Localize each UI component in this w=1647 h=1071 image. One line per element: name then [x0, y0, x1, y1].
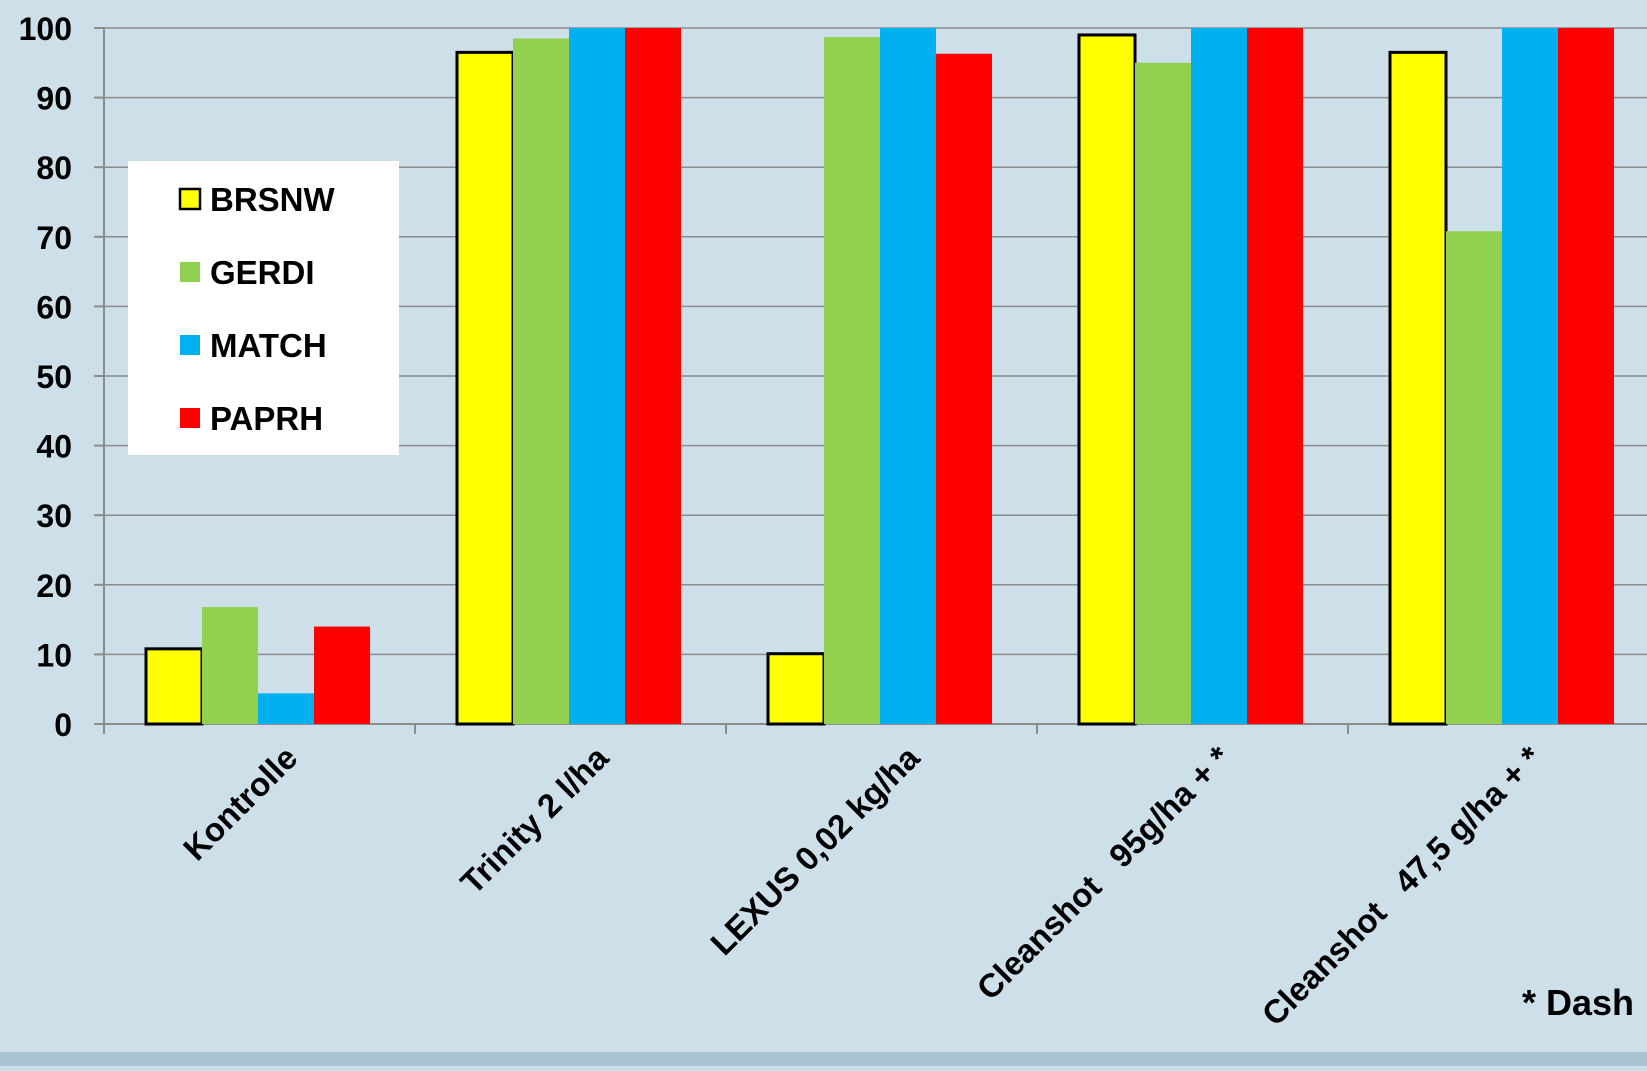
bar-gerdi	[513, 38, 569, 724]
bar-match	[1502, 28, 1558, 724]
x-tick-labels: Kontrolle Trinity 2 l/ha LEXUS 0,02 kg/ha C…	[176, 738, 1549, 1032]
bar-match	[1191, 28, 1247, 724]
legend-box	[128, 161, 399, 455]
bar-paprh	[1558, 28, 1614, 724]
legend-swatch-match	[180, 335, 200, 355]
bar-gerdi	[1446, 231, 1502, 724]
bar-paprh	[936, 53, 992, 724]
y-tick-label: 20	[36, 568, 72, 604]
legend-label: BRSNW	[210, 181, 336, 218]
y-tick-label: 10	[36, 637, 72, 673]
bar-match	[258, 693, 314, 724]
x-tick-label: Trinity 2 l/ha	[453, 738, 616, 901]
y-tick-label: 100	[19, 11, 72, 47]
x-tick-label: Kontrolle	[176, 739, 305, 868]
bar-brsnw	[766, 652, 826, 726]
y-tick-label: 80	[36, 150, 72, 186]
y-tick-label: 0	[54, 707, 72, 743]
y-tick-label: 30	[36, 498, 72, 534]
x-tick-label: LEXUS 0,02 kg/ha	[703, 738, 927, 962]
bar-brsnw	[455, 50, 515, 726]
y-tick-label: 50	[36, 359, 72, 395]
legend-label: MATCH	[210, 327, 327, 364]
bar-brsnw	[144, 647, 204, 726]
slide-bottom-band	[0, 1052, 1647, 1066]
bar-gerdi	[824, 37, 880, 725]
bars	[144, 28, 1614, 726]
bar-match	[880, 28, 936, 724]
legend-label: PAPRH	[210, 400, 323, 437]
bar-gerdi	[1135, 62, 1191, 725]
x-tick-label: Cleanshot 95g/ha + *	[969, 739, 1237, 1007]
bar-paprh	[1247, 28, 1303, 724]
bar-gerdi	[202, 607, 258, 724]
bar-paprh	[625, 28, 681, 724]
bar-brsnw	[1388, 50, 1448, 726]
y-tick-label: 60	[36, 289, 72, 325]
footnote-annotation: * Dash	[1522, 982, 1634, 1023]
bar-brsnw	[1077, 33, 1137, 726]
y-tick-label: 40	[36, 429, 72, 465]
legend-swatch-gerdi	[180, 262, 200, 282]
y-tick-label: 70	[36, 220, 72, 256]
legend-label: GERDI	[210, 254, 315, 291]
y-tick-label: 90	[36, 81, 72, 117]
bar-paprh	[314, 626, 370, 724]
y-tick-labels: 0 10 20 30 40 50 60 70 80 90 100	[19, 11, 72, 743]
legend-swatch-brsnw	[178, 187, 202, 211]
legend: BRSNW GERDI MATCH PAPRH	[128, 161, 399, 455]
x-tick-label: Cleanshot 47,5 g/ha + *	[1254, 739, 1548, 1033]
bar-match	[569, 28, 625, 724]
legend-swatch-paprh	[180, 408, 200, 428]
